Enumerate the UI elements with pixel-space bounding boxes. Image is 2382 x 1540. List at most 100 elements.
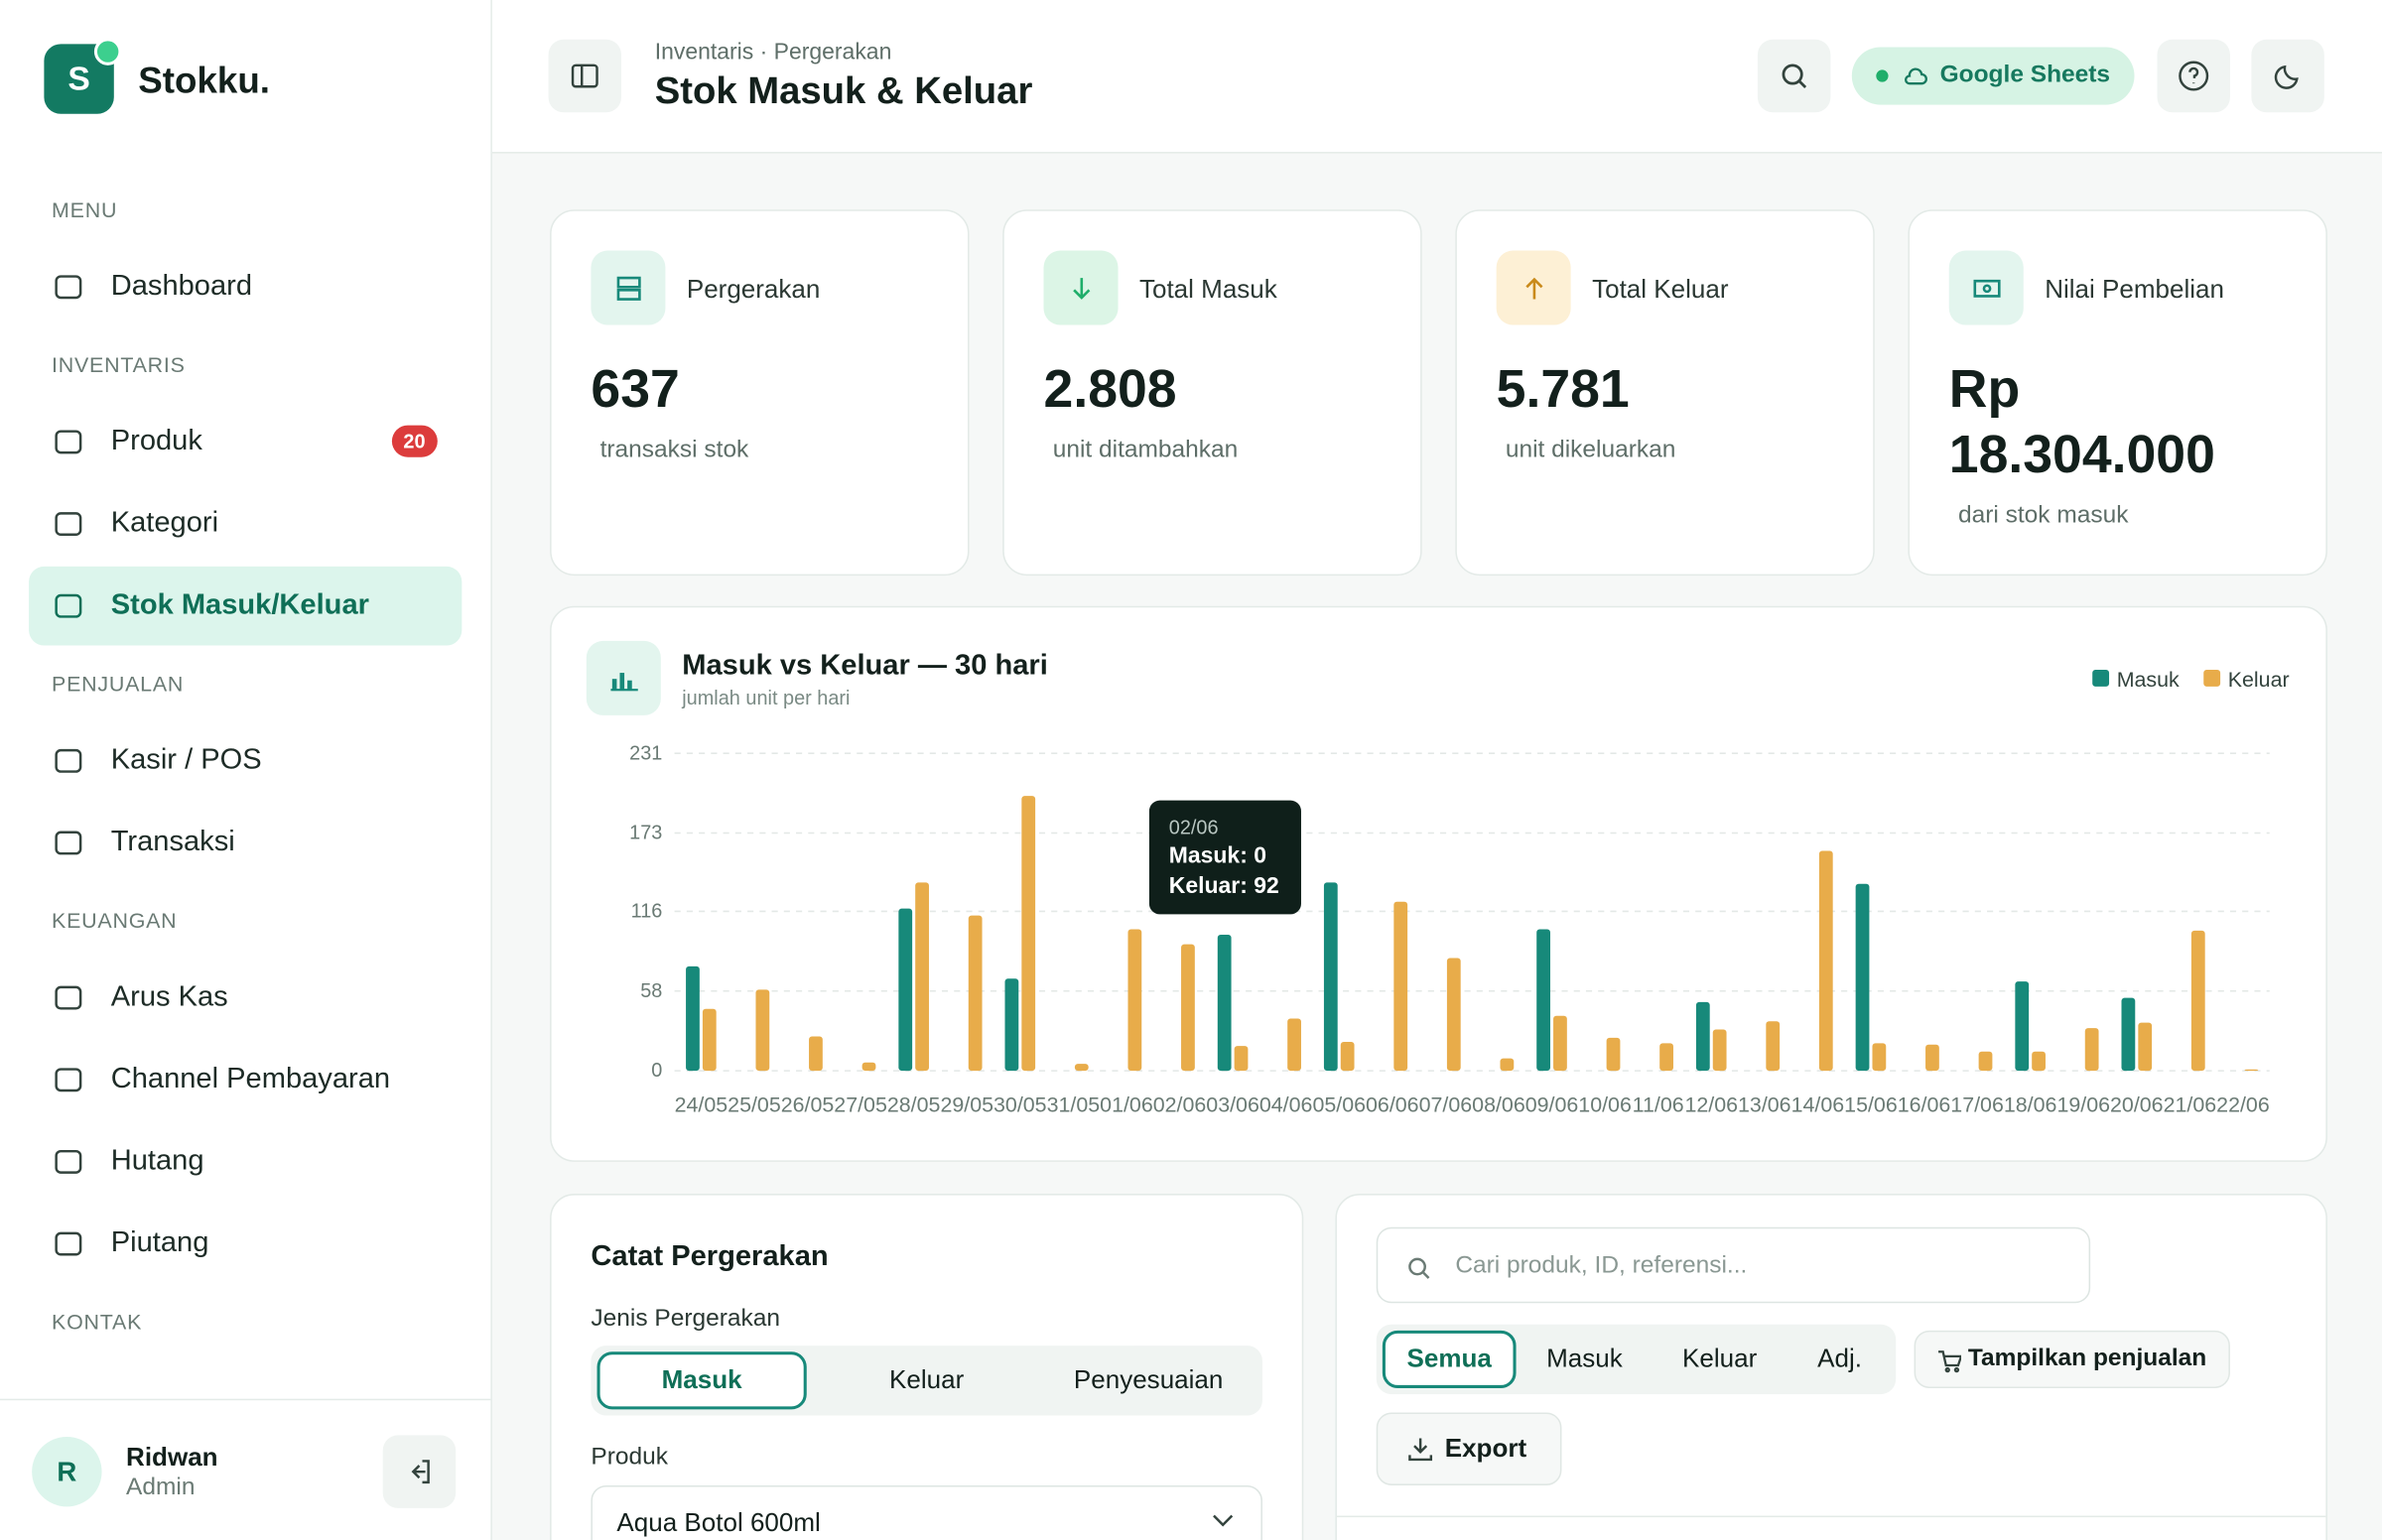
nav-icon-shape	[55, 748, 82, 773]
chart-card: Masuk vs Keluar — 30 hari jumlah unit pe…	[550, 605, 2327, 1162]
x-tick-label: 16/06	[1898, 1092, 1951, 1116]
nav-item[interactable]: Piutang	[29, 1205, 462, 1284]
nav-label: Kasir / POS	[110, 743, 262, 777]
type-option[interactable]: Keluar	[889, 1365, 965, 1395]
bar	[2244, 1069, 2259, 1072]
bar	[1712, 1029, 1727, 1072]
x-tick-label: 28/05	[887, 1092, 941, 1116]
y-tick-label: 231	[629, 742, 662, 764]
y-tick-label: 173	[629, 823, 662, 844]
stat-note: transaksi stok	[599, 437, 749, 463]
x-tick-label: 05/06	[1312, 1092, 1366, 1116]
nav-item[interactable]: Stok Masuk/Keluar	[29, 566, 463, 646]
stat-value: 2.808	[1043, 359, 1177, 420]
nav-section-title: MENU	[52, 196, 118, 222]
help-button[interactable]	[2157, 39, 2230, 113]
filter-tab[interactable]: Semua	[1382, 1330, 1517, 1388]
stat-label: Total Masuk	[1138, 275, 1277, 305]
bar	[1323, 882, 1338, 1072]
nav-item[interactable]: Hutang	[29, 1122, 462, 1202]
sync-label: Google Sheets	[1939, 62, 2111, 88]
brand-name: Stokku.	[138, 61, 270, 102]
x-tick-label: 02/06	[1153, 1092, 1207, 1116]
user-name: Ridwan	[126, 1443, 218, 1473]
nav-item[interactable]: Kasir / POS	[29, 721, 462, 801]
type-selector: Masuk Keluar Penyesuaian	[591, 1346, 1262, 1416]
stat-value: Rp 18.304.000	[1948, 359, 2215, 485]
nav-item[interactable]: Produk 20	[29, 403, 462, 482]
x-tick-label: 13/06	[1738, 1092, 1791, 1116]
x-tick-label: 27/05	[834, 1092, 887, 1116]
x-tick-label: 09/06	[1525, 1092, 1579, 1116]
nav-item[interactable]: Transaksi	[29, 804, 462, 883]
x-tick-label: 21/06	[2164, 1092, 2217, 1116]
x-tick-label: 22/06	[2216, 1092, 2270, 1116]
filter-tab[interactable]: Masuk	[1546, 1344, 1623, 1373]
x-tick-label: 08/06	[1472, 1092, 1525, 1116]
tooltip-line: Keluar: 92	[1169, 872, 1279, 898]
nav-icon	[55, 1149, 82, 1174]
filter-tab[interactable]: Adj.	[1817, 1344, 1862, 1373]
nav: MENU Dashboard INVENTARIS Produk 20 Kategori S…	[0, 175, 490, 1399]
y-tick-label: 58	[640, 980, 662, 1002]
stat-label: Pergerakan	[686, 275, 821, 305]
nav-item[interactable]: Channel Pembayaran	[29, 1040, 462, 1119]
show-sales-button[interactable]: Tampilkan penjualan	[1914, 1330, 2230, 1388]
nav-item[interactable]: Kategori	[29, 484, 462, 564]
theme-button[interactable]	[2251, 39, 2324, 113]
bar	[1234, 1046, 1249, 1072]
tooltip-line: Masuk: 0	[1169, 841, 1266, 867]
filter-tabs: Semua Masuk Keluar Adj.	[1376, 1324, 1897, 1395]
x-tick-label: 30/05	[993, 1092, 1047, 1116]
x-tick-label: 17/06	[1950, 1092, 2004, 1116]
nav-icon	[55, 985, 82, 1010]
user-panel: R Ridwan Admin	[0, 1398, 491, 1540]
nav-icon-shape	[55, 430, 82, 454]
type-option[interactable]: Masuk	[596, 1351, 807, 1410]
nav-label: Arus Kas	[110, 980, 228, 1013]
nav-icon-shape	[55, 275, 82, 300]
nav-icon	[55, 430, 82, 454]
chart-icon	[586, 640, 661, 715]
bar	[702, 1008, 717, 1072]
filter-tab[interactable]: Keluar	[1682, 1344, 1758, 1373]
bar	[1181, 944, 1195, 1072]
sync-status[interactable]: Google Sheets	[1851, 47, 2135, 105]
export-button[interactable]: Export	[1376, 1412, 1562, 1485]
bar	[1766, 1021, 1781, 1072]
bar	[1978, 1051, 1993, 1072]
bar	[1217, 934, 1232, 1072]
bar	[1393, 901, 1408, 1072]
stat-icon-glyph	[1524, 277, 1542, 299]
x-tick-label: 04/06	[1259, 1092, 1313, 1116]
nav-section-title: INVENTARIS	[52, 352, 186, 377]
divider	[1336, 1515, 2326, 1518]
x-tick-label: 31/05	[1047, 1092, 1101, 1116]
topbar: Inventaris · Pergerakan Stok Masuk & Kel…	[491, 0, 2382, 154]
bar	[1855, 883, 1870, 1072]
nav-icon-shape	[55, 593, 82, 618]
bar	[1818, 850, 1833, 1072]
search-input[interactable]: Cari produk, ID, referensi...	[1376, 1226, 2091, 1304]
type-option[interactable]: Penyesuaian	[1073, 1365, 1224, 1395]
product-select[interactable]: Aqua Botol 600ml	[591, 1484, 1262, 1540]
bar	[755, 989, 770, 1072]
nav-icon	[55, 512, 82, 536]
search-button[interactable]	[1757, 39, 1831, 113]
nav-item[interactable]: Dashboard	[29, 247, 462, 326]
logout-button[interactable]	[382, 1435, 457, 1508]
bar	[1606, 1037, 1621, 1072]
toggle-sidebar[interactable]	[548, 39, 622, 113]
product-label: Produk	[591, 1444, 669, 1471]
chart-subtitle: jumlah unit per hari	[682, 686, 851, 709]
x-tick-label: 25/05	[728, 1092, 781, 1116]
nav-item[interactable]: Arus Kas	[29, 959, 462, 1038]
nav-badge: 20	[391, 425, 438, 457]
nav-icon-shape	[55, 1231, 82, 1256]
stat-card: Pergerakan 637 transaksi stok	[550, 209, 970, 577]
stat-icon	[1948, 250, 2024, 325]
stat-icon-path	[1972, 279, 2000, 298]
nav-label: Dashboard	[110, 270, 253, 303]
stat-icon-path	[615, 276, 640, 301]
